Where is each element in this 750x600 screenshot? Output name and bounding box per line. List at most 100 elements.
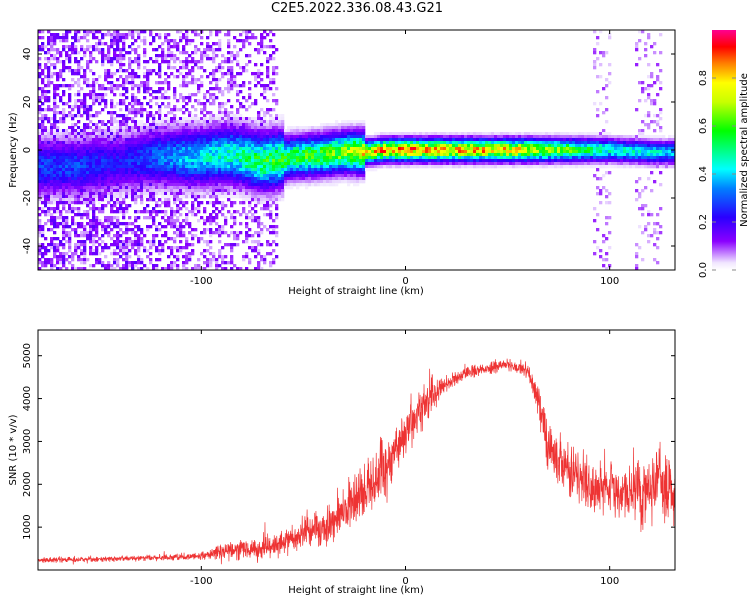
heatmap-cell xyxy=(122,129,126,133)
heatmap-cell xyxy=(215,195,219,199)
heatmap-cell xyxy=(224,33,228,37)
heatmap-cell xyxy=(101,57,105,61)
heatmap-cell xyxy=(176,48,180,52)
heatmap-cell xyxy=(137,267,141,270)
heatmap-cell xyxy=(149,198,153,202)
heatmap-cell xyxy=(257,219,261,223)
heatmap-cell xyxy=(50,222,54,226)
heatmap-cell xyxy=(272,198,276,202)
heatmap-cell xyxy=(122,114,126,118)
heatmap-cell xyxy=(341,129,345,133)
heatmap-cell xyxy=(284,171,288,175)
heatmap-cell xyxy=(185,168,189,172)
heatmap-cell xyxy=(173,237,177,241)
heatmap-cell xyxy=(89,30,93,34)
heatmap-cell xyxy=(191,123,195,127)
heatmap-cell xyxy=(335,153,339,157)
heatmap-cell xyxy=(290,180,294,184)
heatmap-cell xyxy=(113,267,117,270)
heatmap-cell xyxy=(194,150,198,154)
heatmap-cell xyxy=(89,96,93,100)
heatmap-cell xyxy=(56,207,60,211)
heatmap-cell xyxy=(116,183,120,187)
heatmap-cell xyxy=(152,219,156,223)
heatmap-cell xyxy=(200,60,204,64)
heatmap-cell xyxy=(368,156,372,160)
heatmap-cell xyxy=(350,153,354,157)
heatmap-cell xyxy=(209,72,213,76)
heatmap-cell xyxy=(44,75,48,79)
heatmap-cell xyxy=(266,111,270,115)
heatmap-cell xyxy=(227,165,231,169)
heatmap-cell xyxy=(140,150,144,154)
heatmap-cell xyxy=(110,264,114,268)
heatmap-cell xyxy=(83,138,87,142)
heatmap-cell xyxy=(59,243,63,247)
heatmap-cell xyxy=(113,186,117,190)
heatmap-cell xyxy=(308,165,312,169)
heatmap-cell xyxy=(155,147,159,151)
heatmap-cell xyxy=(86,204,90,208)
heatmap-cell xyxy=(419,141,423,145)
heatmap-cell xyxy=(128,153,132,157)
heatmap-cell xyxy=(113,120,117,124)
heatmap-cell xyxy=(77,51,81,55)
heatmap-cell xyxy=(257,225,261,229)
heatmap-cell xyxy=(290,147,294,151)
heatmap-cell xyxy=(230,87,234,91)
heatmap-cell xyxy=(80,150,84,154)
heatmap-cell xyxy=(74,138,78,142)
heatmap-cell xyxy=(167,180,171,184)
heatmap-cell xyxy=(272,171,276,175)
heatmap-cell xyxy=(137,36,141,40)
heatmap-cell xyxy=(47,78,51,82)
heatmap-cell xyxy=(260,255,264,259)
heatmap-cell xyxy=(308,180,312,184)
heatmap-cell xyxy=(158,111,162,115)
heatmap-cell xyxy=(101,132,105,136)
heatmap-cell xyxy=(146,72,150,76)
heatmap-cell xyxy=(257,138,261,142)
heatmap-cell xyxy=(410,159,414,163)
heatmap-cell xyxy=(203,165,207,169)
heatmap-cell xyxy=(293,144,297,148)
heatmap-cell xyxy=(278,162,282,166)
heatmap-cell xyxy=(101,171,105,175)
heatmap-cell xyxy=(191,228,195,232)
heatmap-cell xyxy=(311,162,315,166)
heatmap-cell xyxy=(224,231,228,235)
heatmap-cell xyxy=(251,126,255,130)
heatmap-cell xyxy=(122,144,126,148)
heatmap-cell xyxy=(53,117,57,121)
heatmap-cell xyxy=(47,108,51,112)
heatmap-cell xyxy=(245,252,249,256)
heatmap-cell xyxy=(179,246,183,250)
heatmap-cell xyxy=(98,111,102,115)
heatmap-cell xyxy=(323,150,327,154)
heatmap-cell xyxy=(95,150,99,154)
heatmap-cell xyxy=(335,168,339,172)
heatmap-cell xyxy=(113,48,117,52)
heatmap-cell xyxy=(209,96,213,100)
heatmap-cell xyxy=(128,63,132,67)
heatmap-cell xyxy=(296,141,300,145)
heatmap-cell xyxy=(113,252,117,256)
heatmap-cell xyxy=(266,162,270,166)
heatmap-cell xyxy=(155,138,159,142)
heatmap-cell xyxy=(170,153,174,157)
heatmap-cell xyxy=(299,168,303,172)
heatmap-cell xyxy=(38,135,42,139)
heatmap-cell xyxy=(125,105,129,109)
heatmap-cell xyxy=(95,192,99,196)
heatmap-cell xyxy=(122,78,126,82)
heatmap-cell xyxy=(185,84,189,88)
heatmap-cell xyxy=(185,33,189,37)
heatmap-cell xyxy=(257,69,261,73)
heatmap-cell xyxy=(170,186,174,190)
heatmap-cell xyxy=(356,183,360,187)
heatmap-cell xyxy=(113,201,117,205)
heatmap-cell xyxy=(164,117,168,121)
heatmap-cell xyxy=(41,261,45,265)
heatmap-cell xyxy=(131,174,135,178)
heatmap-cell xyxy=(146,165,150,169)
